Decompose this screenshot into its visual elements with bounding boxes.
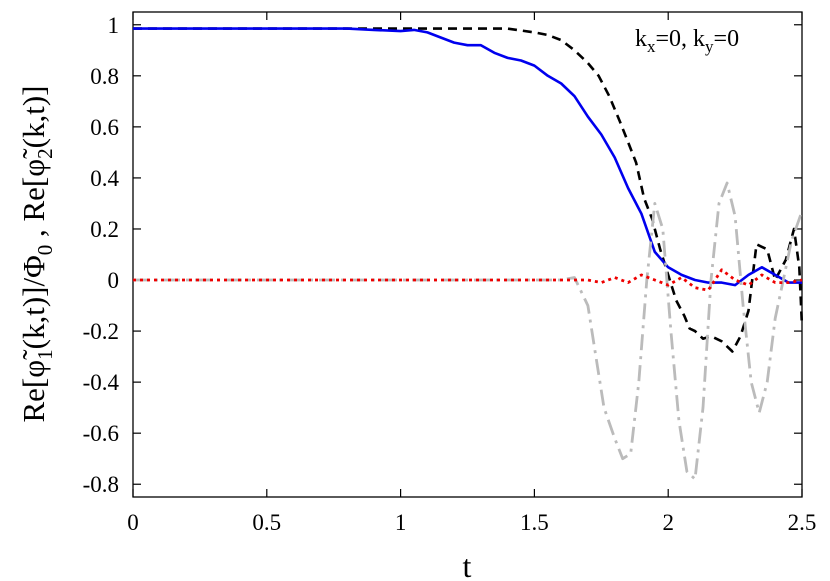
annotation-kx-k: k bbox=[635, 26, 647, 52]
x-tick-label: 1 bbox=[395, 510, 407, 535]
y-tick-label: -0.4 bbox=[83, 370, 120, 395]
y-label-phi0-sub: 0 bbox=[33, 245, 57, 256]
annotation-ky-eq: =0 bbox=[714, 26, 740, 52]
y-tick-label: 1 bbox=[108, 13, 120, 38]
y-label-phi1-sub: 1 bbox=[33, 349, 57, 360]
x-tick-labels: 0 0.5 1 1.5 2 2.5 bbox=[127, 510, 816, 535]
annotation-ky-sub: y bbox=[705, 37, 714, 56]
plot-frame bbox=[132, 11, 803, 498]
x-tick-label: 2 bbox=[662, 510, 674, 535]
y-label-suffix: (k,t)] bbox=[16, 85, 51, 148]
series-line-solid bbox=[133, 27, 802, 287]
y-axis-label: Re[φ̃1(k,t)]/Φ0 , Re[φ̃2(k,t)] bbox=[16, 85, 57, 422]
y-tick-label: -0.6 bbox=[83, 421, 119, 446]
y-label-sep: , Re[ bbox=[16, 177, 51, 245]
y-tick-label: -0.2 bbox=[83, 319, 119, 344]
y-tick-label: -0.8 bbox=[83, 472, 119, 497]
x-tick-label: 0 bbox=[127, 510, 139, 535]
x-tick-label: 0.5 bbox=[252, 510, 281, 535]
y-label-mid: (k,t)]/Φ bbox=[16, 255, 51, 349]
y-tick-label: 0.8 bbox=[90, 64, 119, 89]
annotation-kx-sub: x bbox=[647, 37, 656, 56]
annotation-k-values: kx=0, ky=0 bbox=[635, 26, 739, 56]
y-tick-label: 0 bbox=[108, 268, 120, 293]
series-layer bbox=[133, 27, 804, 481]
y-label-phi2-sub: 2 bbox=[33, 148, 57, 159]
y-label-prefix: Re[ bbox=[16, 378, 51, 423]
y-tick-labels: -0.8 -0.6 -0.4 -0.2 0 0.2 0.4 0.6 0.8 1 bbox=[83, 13, 120, 497]
x-tick-label: 2.5 bbox=[788, 510, 817, 535]
y-tick-label: 0.2 bbox=[90, 217, 119, 242]
annotation-kx-eq: =0, bbox=[656, 26, 694, 52]
annotation-ky-k: k bbox=[693, 26, 705, 52]
axis-ticks bbox=[132, 12, 803, 497]
y-tick-label: 0.6 bbox=[90, 115, 119, 140]
series-line-dashed bbox=[133, 27, 804, 353]
x-axis-label: t bbox=[463, 548, 472, 581]
x-tick-label: 1.5 bbox=[520, 510, 549, 535]
y-tick-label: 0.4 bbox=[90, 166, 119, 191]
series-line-dashdot bbox=[133, 181, 804, 481]
series-line-dotted bbox=[133, 268, 803, 292]
